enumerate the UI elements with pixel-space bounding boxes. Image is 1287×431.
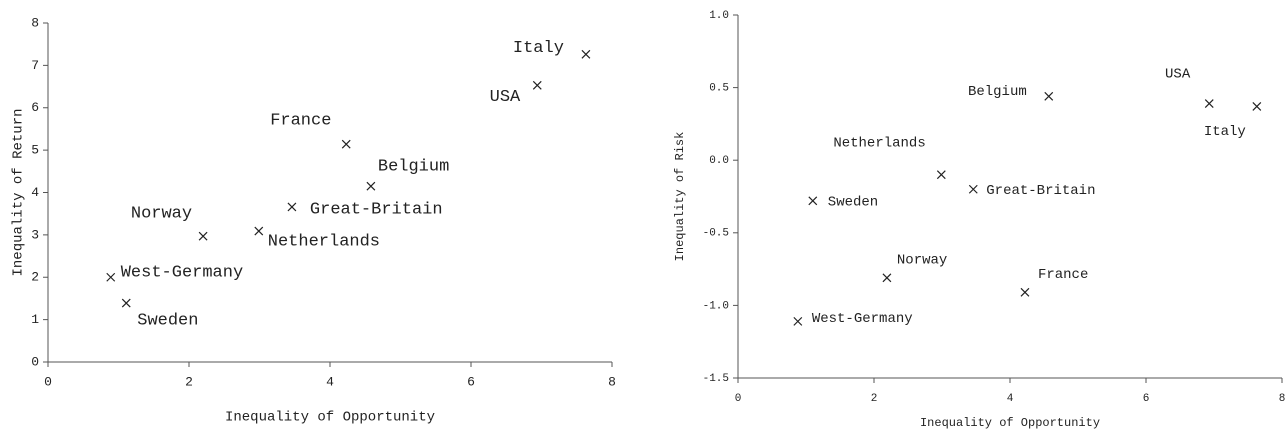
point-label: Belgium <box>378 158 449 177</box>
y-tick-label: 0 <box>31 354 39 369</box>
point-label: Belgium <box>968 84 1027 100</box>
point <box>936 170 946 180</box>
point-label: Great-Britain <box>986 183 1095 199</box>
point <box>341 139 351 149</box>
x-tick-label: 2 <box>871 393 878 405</box>
point-label: Norway <box>131 205 192 224</box>
point-label: France <box>270 112 331 131</box>
y-tick-label: 1 <box>31 312 39 327</box>
y-tick-label: -0.5 <box>703 228 729 240</box>
y-tick-label: 1.0 <box>709 10 729 22</box>
x-tick-label: 0 <box>44 374 52 389</box>
point-label: Italy <box>1204 124 1246 140</box>
point <box>287 202 297 212</box>
y-axis-label: Inequality of Risk <box>673 132 687 262</box>
point-label: West-Germany <box>121 264 243 283</box>
x-axis-label: Inequality of Opportunity <box>225 410 435 426</box>
x-tick-label: 4 <box>326 374 334 389</box>
point-label: Sweden <box>828 195 878 211</box>
point-label: Sweden <box>137 312 198 331</box>
y-tick-label: 3 <box>31 227 39 242</box>
y-tick-label: 8 <box>31 15 39 30</box>
y-tick-label: 0.5 <box>709 83 729 95</box>
point <box>121 298 131 308</box>
point <box>366 181 376 191</box>
x-tick-label: 2 <box>185 374 193 389</box>
x-tick-label: 8 <box>608 374 616 389</box>
point-label: Italy <box>513 39 564 58</box>
point-label: Norway <box>897 253 947 269</box>
point <box>254 226 264 236</box>
point <box>532 80 542 90</box>
point <box>198 231 208 241</box>
y-tick-label: 6 <box>31 100 39 115</box>
x-tick-label: 4 <box>1007 393 1014 405</box>
point <box>581 49 591 59</box>
x-axis-label: Inequality of Opportunity <box>920 416 1100 430</box>
y-axis-label: Inequality of Return <box>11 108 27 276</box>
y-tick-label: 7 <box>31 58 39 73</box>
point <box>793 316 803 326</box>
point-label: USA <box>1165 66 1191 82</box>
point-label: Netherlands <box>268 233 380 252</box>
y-tick-label: 2 <box>31 270 39 285</box>
point-label: USA <box>490 88 521 107</box>
y-tick-label: -1.5 <box>703 373 729 385</box>
x-tick-label: 6 <box>467 374 475 389</box>
y-tick-label: 4 <box>31 185 39 200</box>
point <box>1252 102 1262 111</box>
point-label: Netherlands <box>833 135 925 151</box>
point-label: Great-Britain <box>310 200 443 219</box>
x-tick-label: 8 <box>1279 393 1286 405</box>
y-tick-label: 5 <box>31 143 39 158</box>
y-tick-label: 0.0 <box>709 155 729 167</box>
point <box>882 273 892 283</box>
y-tick-label: -1.0 <box>703 300 729 312</box>
point <box>1020 287 1030 297</box>
point-label: West-Germany <box>812 311 913 327</box>
point <box>968 184 978 194</box>
point <box>106 272 116 282</box>
point <box>1044 91 1054 101</box>
point-label: France <box>1038 267 1088 283</box>
point <box>808 196 818 206</box>
point <box>1204 99 1214 108</box>
x-tick-label: 0 <box>735 393 742 405</box>
x-tick-label: 6 <box>1143 393 1150 405</box>
